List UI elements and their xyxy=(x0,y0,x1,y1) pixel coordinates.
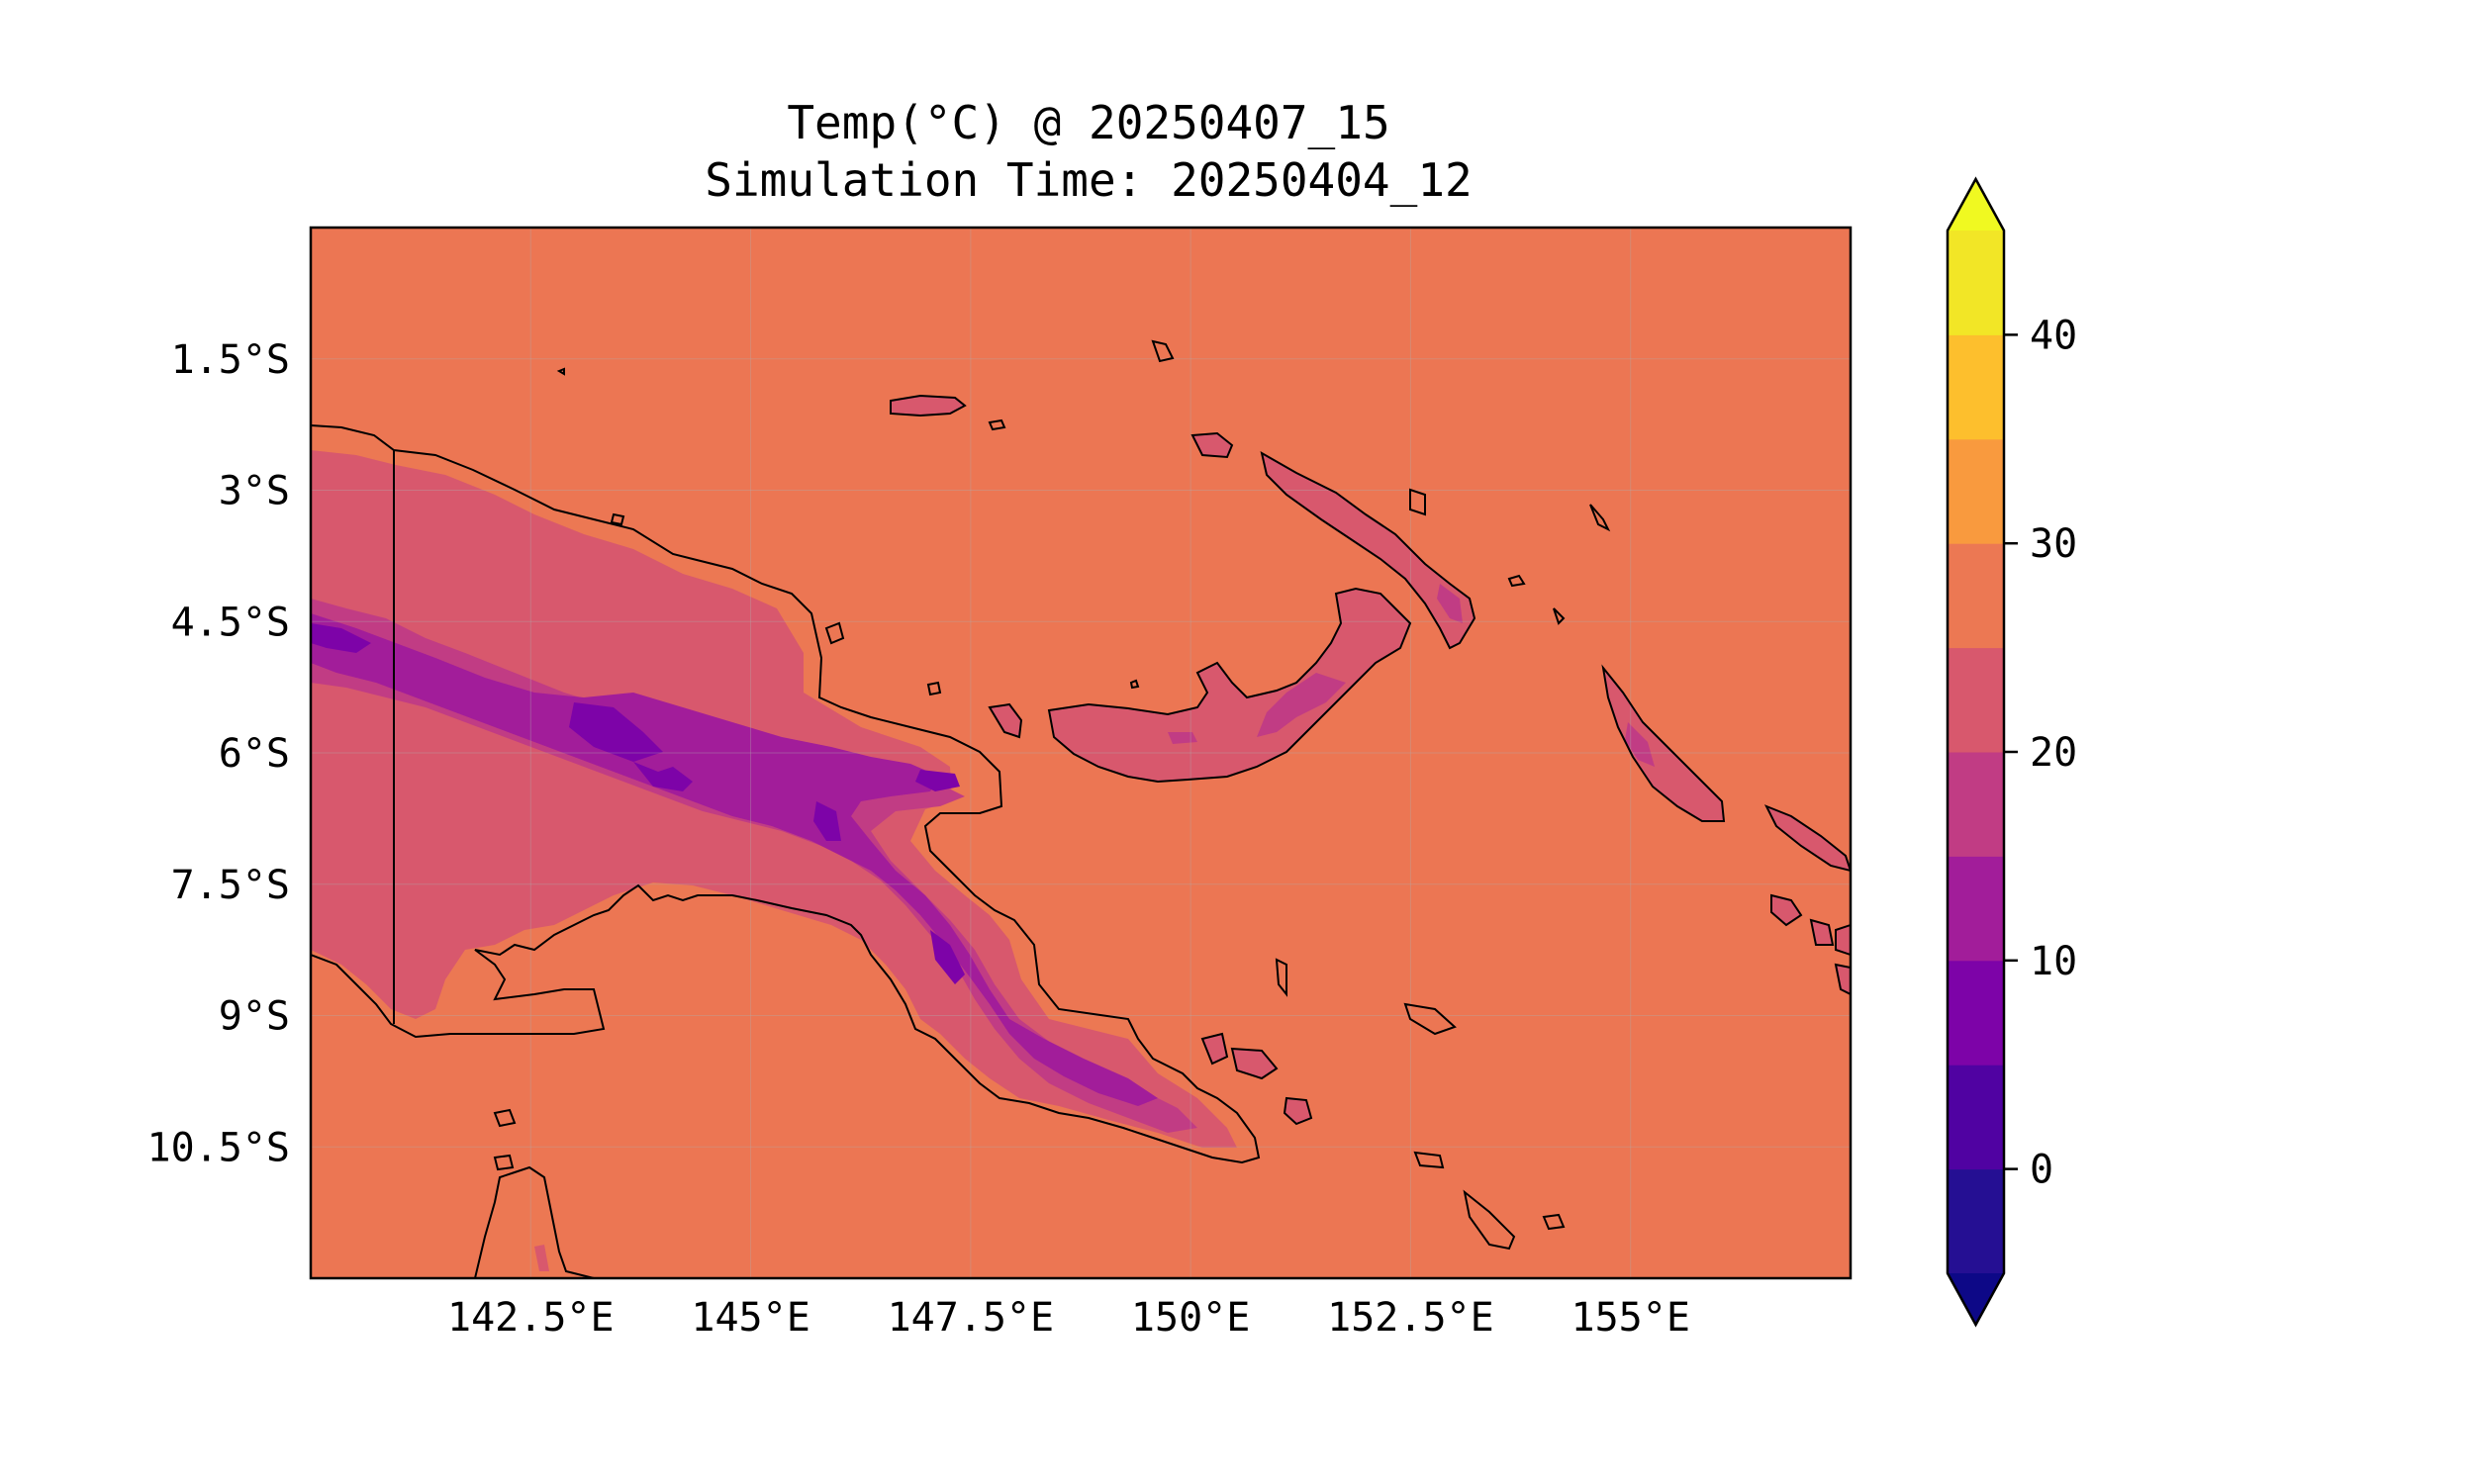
colorbar-segment xyxy=(1948,438,2004,544)
lon-tick-label: 150°E xyxy=(1131,1295,1250,1341)
coastlines xyxy=(311,339,1851,1278)
colorbar-over-extension xyxy=(1948,179,2004,231)
colorbar-segment xyxy=(1948,647,2004,753)
dentrecasteaux-3 xyxy=(1285,1098,1311,1124)
new-britain-15-20 xyxy=(1257,673,1346,737)
new-britain xyxy=(1049,589,1410,782)
longitude-tick-labels: 142.5°E 145°E 147.5°E 150°E 152.5°E 155°E xyxy=(447,1295,1690,1341)
lon-tick-label: 155°E xyxy=(1571,1295,1690,1341)
colorbar-under-extension xyxy=(1948,1273,2004,1325)
cape-york xyxy=(475,1167,594,1278)
colorbar-segment xyxy=(1948,543,2004,649)
small-island-b xyxy=(990,704,1021,737)
solomon-island-3 xyxy=(1811,920,1833,945)
lon-tick-label: 147.5°E xyxy=(888,1295,1055,1341)
colorbar-segment xyxy=(1948,334,2004,440)
lat-tick-label: 10.5°S xyxy=(147,1125,291,1170)
latitude-tick-labels: 1.5°S 3°S 4.5°S 6°S 7.5°S 9°S 10.5°S xyxy=(147,337,291,1171)
title-line-1: Temp(°C) @ 20250407_15 xyxy=(787,96,1389,149)
colorbar-tick-label: 20 xyxy=(2030,730,2077,776)
bougainville-15-20 xyxy=(1625,722,1655,767)
colorbar: 0 10 20 30 40 xyxy=(1946,176,2077,1328)
solomon-island-4 xyxy=(1836,925,1851,955)
core-5-10-center2 xyxy=(633,762,693,791)
colorbar-tick-label: 40 xyxy=(2030,313,2077,358)
lat-tick-label: 4.5°S xyxy=(171,600,290,645)
lon-tick-label: 145°E xyxy=(691,1295,809,1341)
core-5-10-center xyxy=(569,702,663,762)
solomon-island-5 xyxy=(1836,965,1851,994)
bougainville xyxy=(1603,668,1724,821)
colorbar-outline xyxy=(1946,176,2006,1328)
map-panel xyxy=(309,226,1853,1280)
colorbar-segment xyxy=(1948,752,2004,857)
colorbar-segment xyxy=(1948,960,2004,1066)
map-frame xyxy=(309,226,1853,1280)
solomon-island-1 xyxy=(1766,806,1851,871)
core-5-10-west xyxy=(311,623,371,653)
colorbar-segment xyxy=(1948,1065,2004,1170)
core-5-10-east xyxy=(915,770,960,791)
lon-tick-label: 142.5°E xyxy=(447,1295,615,1341)
lat-tick-label: 6°S xyxy=(219,731,290,777)
core-5-10-south xyxy=(930,930,965,984)
core-5-10-ridge xyxy=(813,801,841,841)
colorbar-tick-label: 10 xyxy=(2030,939,2077,984)
manus-island xyxy=(891,396,965,416)
cordillera-10-15 xyxy=(311,613,1158,1106)
colorbar-segment xyxy=(1948,1168,2004,1274)
small-island-a xyxy=(1192,433,1232,457)
lat-tick-label: 1.5°S xyxy=(171,337,290,383)
lat-tick-label: 7.5°S xyxy=(171,863,290,908)
colorbar-tick-label: 0 xyxy=(2030,1148,2053,1193)
cape-york-20-25 xyxy=(534,1245,549,1271)
new-ireland-15-20 xyxy=(1437,584,1463,623)
new-britain-15-20-b xyxy=(1168,732,1197,744)
colorbar-segment xyxy=(1948,856,2004,962)
land-temperature-field xyxy=(311,396,1851,1278)
colorbar-tick-label: 30 xyxy=(2030,521,2077,567)
dentrecasteaux-1 xyxy=(1202,1034,1227,1064)
colorbar-segment xyxy=(1948,231,2004,335)
lat-tick-label: 9°S xyxy=(219,994,290,1040)
title-line-2: Simulation Time: 20250404_12 xyxy=(705,153,1472,207)
lat-tick-label: 3°S xyxy=(219,469,290,514)
lon-tick-label: 152.5°E xyxy=(1327,1295,1494,1341)
